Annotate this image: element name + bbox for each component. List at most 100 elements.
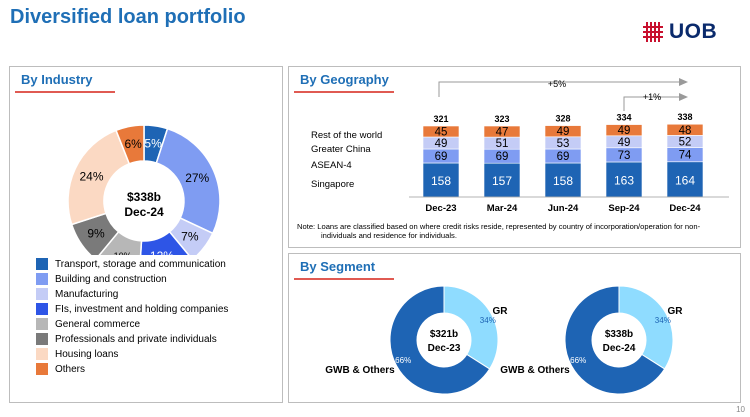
- bar-rest-of-the-world-sep-24: [605, 124, 643, 137]
- industry-value-label: 10%: [114, 251, 132, 255]
- industry-slice-fis-investment-and-holding-companies: [139, 230, 190, 255]
- geography-panel: By Geography Rest of the world Greater C…: [288, 66, 741, 248]
- industry-value-label: 6%: [124, 137, 142, 151]
- industry-slice-general-commerce: [98, 230, 143, 255]
- bar-value-label: 69: [496, 151, 509, 163]
- row-label-asean-4: ASEAN-4: [311, 160, 352, 171]
- title-underline: [294, 278, 394, 280]
- legend-item-general-commerce: General commerce: [36, 318, 140, 330]
- legend-label: FIs, investment and holding companies: [55, 303, 229, 315]
- industry-panel-title: By Industry: [21, 72, 93, 87]
- bar-rest-of-the-world-dec-24: [666, 123, 704, 136]
- geography-stacked-bar-chart: +5% +1% 158694945321Dec-23157695147323Ma…: [409, 78, 729, 214]
- segment-panel-title: By Segment: [300, 259, 376, 274]
- geography-note-line2: individuals and residence for individual…: [321, 231, 457, 241]
- industry-donut-chart: 5% 27% 7% 12% 10% 9% 24% 6% $338b Dec-24: [67, 124, 221, 255]
- segment-slice-gwb-others-2: [564, 285, 666, 395]
- bar-value-label: 157: [492, 174, 512, 188]
- bar-total-label: 321: [433, 114, 448, 124]
- industry-value-label: 7%: [181, 230, 199, 244]
- bar-value-label: 73: [618, 150, 631, 162]
- growth-label-short: +1%: [643, 92, 661, 102]
- legend-item-transport-storage-and-communication: Transport, storage and communication: [36, 258, 226, 270]
- segment-gr-label-2: GR: [668, 306, 684, 317]
- segment-donut-charts: 34% 66% $321b Dec-23 34% 66% $338b Dec-24 GR GW…: [325, 285, 684, 395]
- segment-value-label: 66%: [570, 356, 586, 365]
- bar-singapore-dec-23: [422, 162, 460, 198]
- legend-swatch: [36, 258, 48, 270]
- row-label-singapore: Singapore: [311, 179, 355, 190]
- segment-slice-gr-1: [443, 285, 499, 370]
- bar-value-label: 47: [496, 127, 509, 139]
- segment-center-value: $338b: [605, 329, 633, 340]
- industry-slice-others: [115, 124, 145, 165]
- bar-value-label: 158: [431, 174, 451, 188]
- legend-label: General commerce: [55, 318, 141, 330]
- bar-value-label: 158: [553, 174, 573, 188]
- bar-total-label: 328: [555, 114, 570, 124]
- segment-value-label: 34%: [655, 316, 671, 325]
- segment-value-label: 66%: [395, 356, 411, 365]
- bar-singapore-mar-24: [483, 162, 521, 198]
- segment-gwb-label-1: GWB & Others: [325, 365, 395, 376]
- legend-item-fis-investment-and-holding-companies: FIs, investment and holding companies: [36, 303, 228, 315]
- legend-swatch: [36, 303, 48, 315]
- legend-swatch: [36, 333, 48, 345]
- legend-label: Professionals and private individuals: [55, 333, 217, 345]
- segment-gr-label-1: GR: [493, 306, 509, 317]
- arrow-head-icon: [679, 93, 688, 101]
- segment-gwb-label-2: GWB & Others: [500, 365, 570, 376]
- page-title: Diversified loan portfolio: [10, 6, 246, 28]
- bar-value-label: 69: [557, 151, 570, 163]
- legend-label: Manufacturing: [55, 288, 119, 300]
- industry-panel: By Industry 5% 27% 7% 12% 10% 9% 24% 6% $338b D…: [9, 66, 283, 403]
- bar-value-label: 51: [496, 138, 509, 150]
- uob-logo-mark-icon: [643, 22, 663, 42]
- bar-value-label: 48: [679, 125, 692, 137]
- segment-slice-gwb-others-1: [389, 285, 491, 395]
- legend-swatch: [36, 363, 48, 375]
- bar-singapore-dec-24: [666, 161, 704, 198]
- bar-value-label: 53: [557, 138, 570, 150]
- geography-note: Note: Loans are classified based on wher…: [297, 222, 737, 241]
- bar-value-label: 74: [679, 150, 692, 162]
- industry-center-value: $338b: [127, 190, 161, 204]
- growth-label-long: +5%: [548, 79, 566, 89]
- industry-value-label: 12%: [150, 249, 174, 255]
- bar-value-label: 49: [557, 126, 570, 138]
- industry-value-label: 9%: [87, 227, 105, 241]
- bar-rest-of-the-world-mar-24: [483, 125, 521, 138]
- title-underline: [15, 91, 115, 93]
- legend-swatch: [36, 288, 48, 300]
- title-underline: [294, 91, 394, 93]
- bar-singapore-sep-24: [605, 161, 643, 198]
- legend-swatch: [36, 273, 48, 285]
- category-label: Dec-24: [669, 203, 701, 214]
- arrow-head-icon: [679, 78, 688, 86]
- bar-value-label: 49: [435, 138, 448, 150]
- segment-center-period: Dec-24: [603, 343, 636, 354]
- bar-value-label: 52: [679, 136, 692, 148]
- segment-center-value: $321b: [430, 329, 458, 340]
- legend-item-manufacturing: Manufacturing: [36, 288, 118, 300]
- category-label: Jun-24: [548, 203, 579, 214]
- industry-value-label: 24%: [80, 169, 104, 183]
- bar-rest-of-the-world-dec-23: [422, 125, 460, 138]
- legend-item-housing-loans: Housing loans: [36, 348, 118, 360]
- bar-value-label: 69: [435, 151, 448, 163]
- row-label-rest-of-world: Rest of the world: [311, 130, 383, 141]
- geography-note-line1: Note: Loans are classified based on wher…: [297, 222, 701, 231]
- bar-value-label: 163: [614, 173, 634, 187]
- industry-slice-building-and-construction: [155, 127, 221, 235]
- bar-value-label: 49: [618, 137, 631, 149]
- segment-panel: By Segment 34% 66% $321b Dec-23 34% 66% $338b D…: [288, 253, 741, 403]
- legend-label: Building and construction: [55, 273, 167, 285]
- legend-label: Others: [55, 363, 86, 375]
- logo-text: UOB: [669, 20, 718, 43]
- legend-item-others: Others: [36, 363, 85, 375]
- segment-slice-gr-2: [618, 285, 674, 370]
- bar-total-label: 338: [677, 112, 692, 122]
- legend-label: Transport, storage and communication: [55, 258, 226, 270]
- bar-value-label: 45: [435, 127, 448, 139]
- bar-total-label: 334: [616, 113, 631, 123]
